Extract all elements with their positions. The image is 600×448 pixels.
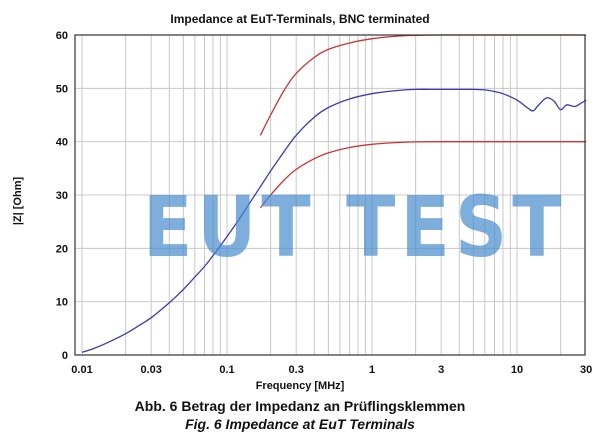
x-tick-label: 1 [369,364,375,376]
y-tick-label: 50 [56,83,68,95]
x-axis-label: Frequency [MHz] [255,380,345,392]
x-tick-label: 0.03 [140,364,161,376]
x-tick-label: 30 [580,364,592,376]
curve-upper-limit [259,34,587,136]
y-tick-labels: 0 10 20 30 40 50 60 [56,30,68,362]
chart-title: Impedance at EuT-Terminals, BNC terminat… [170,12,430,26]
x-tick-label: 3 [438,364,444,376]
x-tick-label: 0.1 [219,364,234,376]
y-tick-label: 10 [56,297,68,309]
plot-frame [74,34,586,356]
x-tick-labels: 0.01 0.03 0.1 0.3 1 3 10 30 [71,364,592,376]
y-tick-label: 20 [56,243,68,255]
y-tick-label: 30 [56,190,68,202]
x-tick-label: 10 [511,364,523,376]
curve-lower-limit [259,141,587,209]
y-tick-label: 40 [56,137,68,149]
caption-german: Abb. 6 Betrag der Impedanz an Prüflingsk… [134,398,466,414]
x-tick-label: 0.3 [289,364,304,376]
x-tick-label: 0.01 [71,364,92,376]
y-tick-label: 60 [56,30,68,42]
y-tick-label: 0 [62,350,68,362]
curve-measured-impedance [81,88,587,353]
caption-english: Fig. 6 Impedance at EuT Terminals [185,416,415,432]
grid [75,35,585,355]
